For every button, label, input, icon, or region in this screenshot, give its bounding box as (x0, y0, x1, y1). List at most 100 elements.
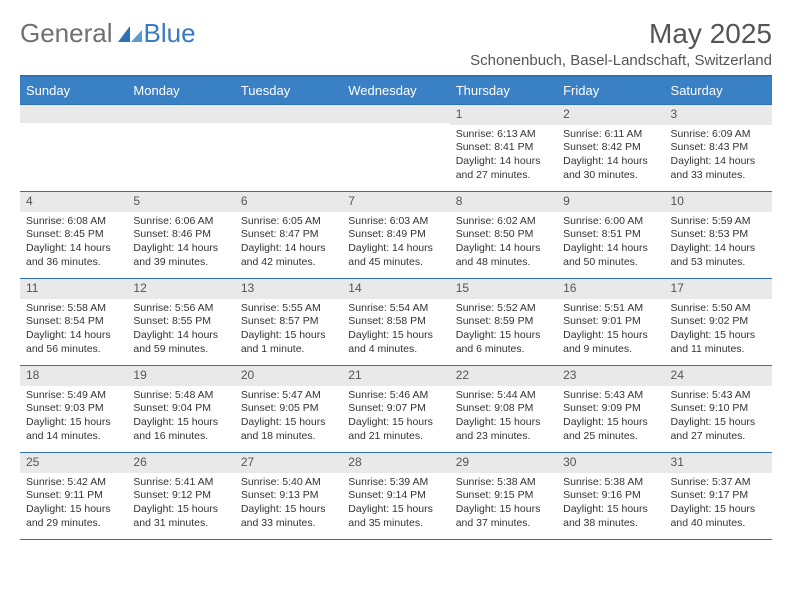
day-line: and 50 minutes. (563, 256, 658, 270)
day-line: and 9 minutes. (563, 343, 658, 357)
dow-cell: Thursday (450, 77, 557, 104)
day-line: and 29 minutes. (26, 517, 121, 531)
day-line: and 48 minutes. (456, 256, 551, 270)
day-line: and 23 minutes. (456, 430, 551, 444)
day-line: Sunrise: 5:51 AM (563, 302, 658, 316)
day-number: 11 (20, 279, 127, 299)
day-line: Sunrise: 5:41 AM (133, 476, 228, 490)
day-body: Sunrise: 5:51 AMSunset: 9:01 PMDaylight:… (557, 299, 664, 361)
day-line: Sunset: 8:47 PM (241, 228, 336, 242)
day-body: Sunrise: 5:48 AMSunset: 9:04 PMDaylight:… (127, 386, 234, 448)
day-line: Sunrise: 6:13 AM (456, 128, 551, 142)
day-cell: 20Sunrise: 5:47 AMSunset: 9:05 PMDayligh… (235, 366, 342, 452)
day-line: Daylight: 15 hours (241, 503, 336, 517)
day-body: Sunrise: 5:50 AMSunset: 9:02 PMDaylight:… (665, 299, 772, 361)
day-line: Sunset: 8:43 PM (671, 141, 766, 155)
day-number: 20 (235, 366, 342, 386)
day-body: Sunrise: 6:02 AMSunset: 8:50 PMDaylight:… (450, 212, 557, 274)
day-number: 18 (20, 366, 127, 386)
day-line: Daylight: 15 hours (241, 416, 336, 430)
day-number: 8 (450, 192, 557, 212)
logo-sail-icon (116, 24, 144, 44)
day-number: 13 (235, 279, 342, 299)
day-body: Sunrise: 6:05 AMSunset: 8:47 PMDaylight:… (235, 212, 342, 274)
day-line: Sunset: 8:59 PM (456, 315, 551, 329)
day-line: Sunrise: 6:11 AM (563, 128, 658, 142)
day-body: Sunrise: 5:47 AMSunset: 9:05 PMDaylight:… (235, 386, 342, 448)
day-body: Sunrise: 6:08 AMSunset: 8:45 PMDaylight:… (20, 212, 127, 274)
day-body: Sunrise: 5:55 AMSunset: 8:57 PMDaylight:… (235, 299, 342, 361)
day-cell: 6Sunrise: 6:05 AMSunset: 8:47 PMDaylight… (235, 192, 342, 278)
day-line: Sunset: 8:58 PM (348, 315, 443, 329)
day-cell: 8Sunrise: 6:02 AMSunset: 8:50 PMDaylight… (450, 192, 557, 278)
day-cell: 31Sunrise: 5:37 AMSunset: 9:17 PMDayligh… (665, 453, 772, 539)
day-line: Sunset: 9:02 PM (671, 315, 766, 329)
day-number (342, 105, 449, 123)
day-line: Sunset: 9:10 PM (671, 402, 766, 416)
day-line: Sunrise: 5:43 AM (671, 389, 766, 403)
day-line: Sunset: 8:51 PM (563, 228, 658, 242)
day-line: and 59 minutes. (133, 343, 228, 357)
day-line: Daylight: 14 hours (563, 155, 658, 169)
day-line: Sunrise: 5:39 AM (348, 476, 443, 490)
day-number: 9 (557, 192, 664, 212)
week-row: 4Sunrise: 6:08 AMSunset: 8:45 PMDaylight… (20, 191, 772, 278)
day-line: and 25 minutes. (563, 430, 658, 444)
day-number: 26 (127, 453, 234, 473)
day-line: Sunrise: 5:48 AM (133, 389, 228, 403)
day-number: 27 (235, 453, 342, 473)
day-line: Daylight: 15 hours (671, 416, 766, 430)
day-line: Sunrise: 5:43 AM (563, 389, 658, 403)
day-line: Daylight: 14 hours (26, 329, 121, 343)
day-body: Sunrise: 6:09 AMSunset: 8:43 PMDaylight:… (665, 125, 772, 187)
logo-text-general: General (20, 18, 113, 49)
day-cell: 13Sunrise: 5:55 AMSunset: 8:57 PMDayligh… (235, 279, 342, 365)
week-row: 25Sunrise: 5:42 AMSunset: 9:11 PMDayligh… (20, 452, 772, 540)
day-number: 22 (450, 366, 557, 386)
day-cell (342, 105, 449, 191)
day-number: 25 (20, 453, 127, 473)
day-line: and 35 minutes. (348, 517, 443, 531)
day-line: Sunrise: 6:08 AM (26, 215, 121, 229)
day-body: Sunrise: 5:41 AMSunset: 9:12 PMDaylight:… (127, 473, 234, 535)
day-number: 17 (665, 279, 772, 299)
day-body: Sunrise: 5:54 AMSunset: 8:58 PMDaylight:… (342, 299, 449, 361)
day-line: Sunrise: 5:47 AM (241, 389, 336, 403)
logo: General Blue (20, 18, 196, 49)
day-number: 5 (127, 192, 234, 212)
day-body: Sunrise: 5:56 AMSunset: 8:55 PMDaylight:… (127, 299, 234, 361)
day-cell: 14Sunrise: 5:54 AMSunset: 8:58 PMDayligh… (342, 279, 449, 365)
day-cell: 12Sunrise: 5:56 AMSunset: 8:55 PMDayligh… (127, 279, 234, 365)
day-line: Daylight: 14 hours (563, 242, 658, 256)
calendar: SundayMondayTuesdayWednesdayThursdayFrid… (20, 75, 772, 540)
day-line: and 33 minutes. (241, 517, 336, 531)
day-cell: 17Sunrise: 5:50 AMSunset: 9:02 PMDayligh… (665, 279, 772, 365)
day-line: Sunset: 8:45 PM (26, 228, 121, 242)
day-line: Daylight: 15 hours (26, 416, 121, 430)
day-line: Sunset: 9:14 PM (348, 489, 443, 503)
day-line: Sunrise: 5:49 AM (26, 389, 121, 403)
day-line: Sunrise: 5:38 AM (563, 476, 658, 490)
day-line: Daylight: 15 hours (348, 416, 443, 430)
day-line: Sunset: 9:07 PM (348, 402, 443, 416)
day-line: and 6 minutes. (456, 343, 551, 357)
day-line: Daylight: 15 hours (563, 503, 658, 517)
day-body: Sunrise: 5:58 AMSunset: 8:54 PMDaylight:… (20, 299, 127, 361)
day-cell: 29Sunrise: 5:38 AMSunset: 9:15 PMDayligh… (450, 453, 557, 539)
day-line: and 36 minutes. (26, 256, 121, 270)
day-line: Sunset: 9:16 PM (563, 489, 658, 503)
day-body: Sunrise: 6:03 AMSunset: 8:49 PMDaylight:… (342, 212, 449, 274)
day-body: Sunrise: 5:49 AMSunset: 9:03 PMDaylight:… (20, 386, 127, 448)
day-cell: 22Sunrise: 5:44 AMSunset: 9:08 PMDayligh… (450, 366, 557, 452)
day-line: Daylight: 15 hours (456, 503, 551, 517)
day-line: Sunset: 8:42 PM (563, 141, 658, 155)
week-row: 1Sunrise: 6:13 AMSunset: 8:41 PMDaylight… (20, 104, 772, 191)
day-line: Sunrise: 5:55 AM (241, 302, 336, 316)
week-row: 11Sunrise: 5:58 AMSunset: 8:54 PMDayligh… (20, 278, 772, 365)
dow-cell: Saturday (665, 77, 772, 104)
day-body: Sunrise: 5:42 AMSunset: 9:11 PMDaylight:… (20, 473, 127, 535)
day-number: 31 (665, 453, 772, 473)
day-body: Sunrise: 5:38 AMSunset: 9:15 PMDaylight:… (450, 473, 557, 535)
day-number: 30 (557, 453, 664, 473)
day-body: Sunrise: 5:40 AMSunset: 9:13 PMDaylight:… (235, 473, 342, 535)
